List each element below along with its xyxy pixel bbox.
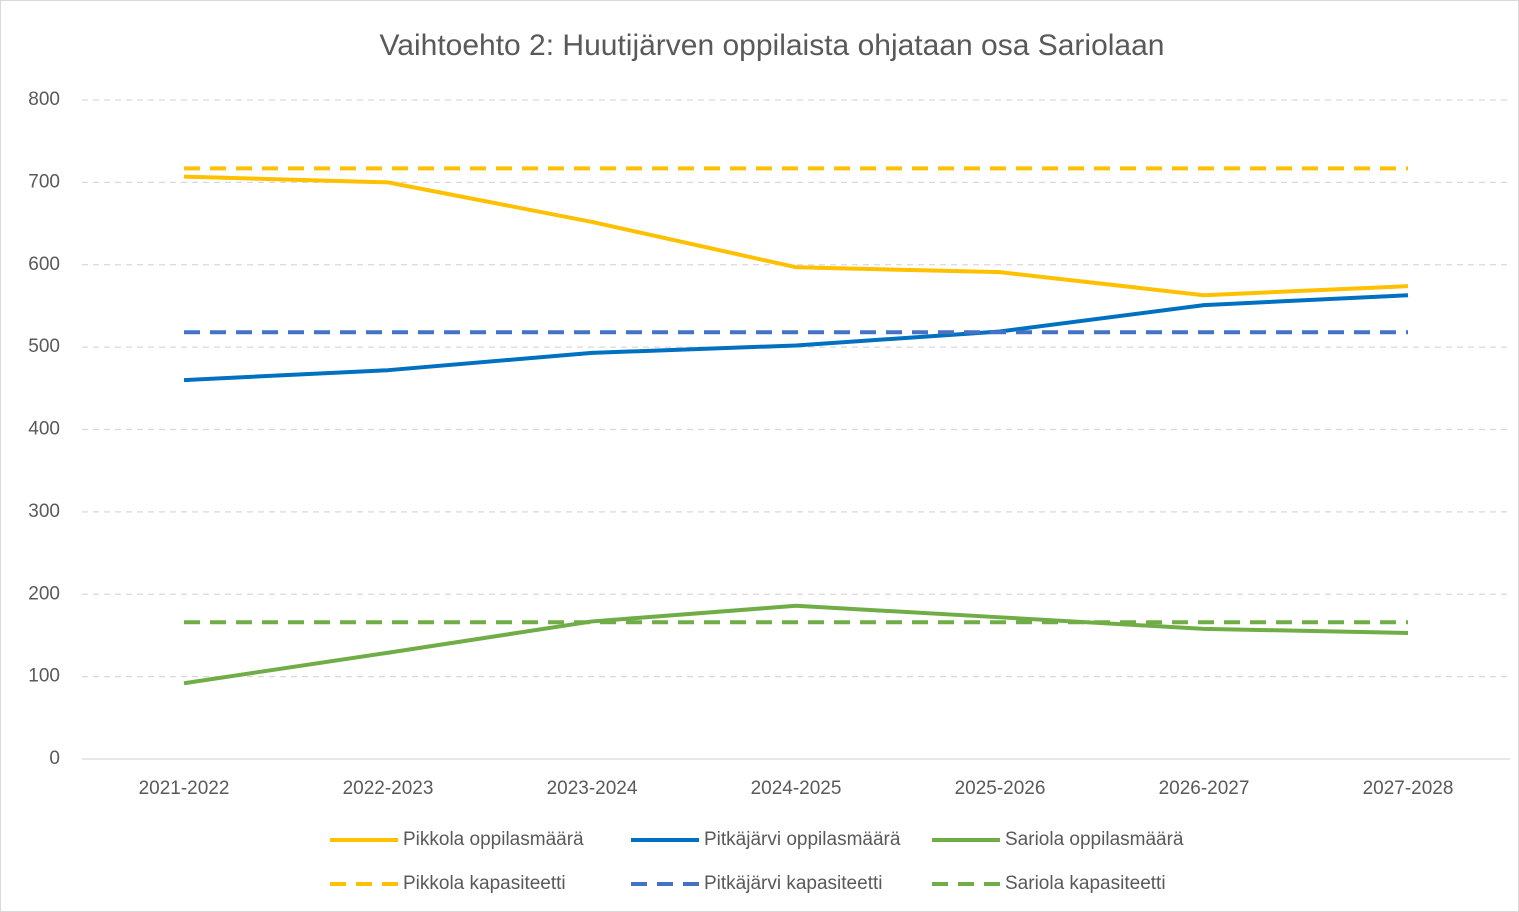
x-tick-label: 2025-2026 — [955, 778, 1046, 799]
legend-label: Pikkola oppilasmäärä — [403, 829, 584, 850]
x-tick-label: 2024-2025 — [751, 778, 842, 799]
legend-label: Pitkäjärvi kapasiteetti — [704, 873, 882, 894]
legend-label: Sariola kapasiteetti — [1005, 873, 1166, 894]
y-tick-label: 100 — [28, 666, 60, 687]
y-tick-label: 500 — [28, 336, 60, 357]
legend-label: Sariola oppilasmäärä — [1005, 829, 1184, 850]
x-tick-label: 2021-2022 — [139, 778, 230, 799]
x-tick-label: 2022-2023 — [343, 778, 434, 799]
series-line — [183, 603, 1409, 686]
y-tick-label: 300 — [28, 501, 60, 522]
y-tick-label: 700 — [28, 171, 60, 192]
legend-label: Pikkola kapasiteetti — [403, 873, 566, 894]
x-tick-label: 2026-2027 — [1159, 778, 1250, 799]
chart-title: Vaihtoehto 2: Huutijärven oppilaista ohj… — [380, 29, 1165, 62]
series-line — [183, 174, 1409, 298]
x-tick-label: 2027-2028 — [1363, 778, 1454, 799]
series-line — [183, 293, 1409, 383]
legend-label: Pitkäjärvi oppilasmäärä — [704, 829, 901, 850]
y-tick-label: 200 — [28, 583, 60, 604]
y-tick-label: 800 — [28, 89, 60, 110]
x-tick-label: 2023-2024 — [547, 778, 638, 799]
y-tick-label: 400 — [28, 419, 60, 440]
y-tick-label: 0 — [49, 748, 60, 769]
y-tick-label: 600 — [28, 254, 60, 275]
